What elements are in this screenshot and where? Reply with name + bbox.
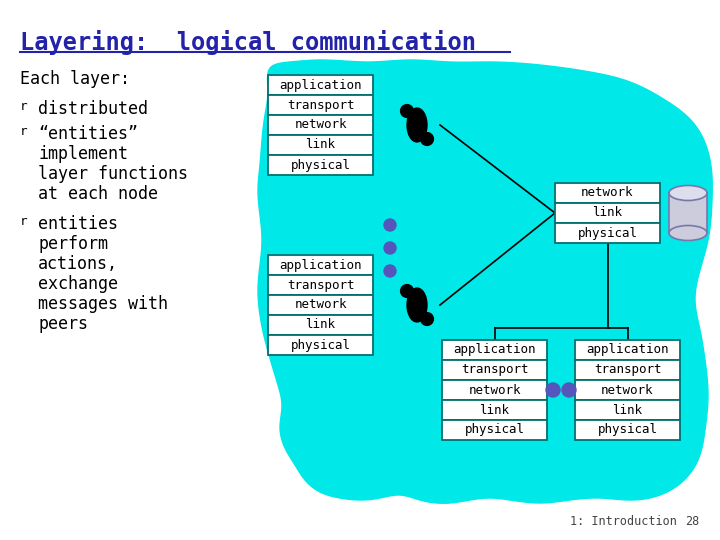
FancyBboxPatch shape (669, 193, 707, 233)
Text: application: application (454, 343, 536, 356)
Text: at each node: at each node (38, 185, 158, 203)
Ellipse shape (669, 226, 707, 240)
Polygon shape (407, 288, 427, 322)
Text: network: network (468, 383, 521, 396)
Circle shape (546, 383, 560, 397)
Circle shape (420, 313, 433, 326)
Text: application: application (586, 343, 669, 356)
Circle shape (420, 133, 433, 145)
FancyBboxPatch shape (442, 360, 547, 380)
Text: network: network (294, 299, 347, 312)
Text: link: link (613, 403, 642, 416)
FancyBboxPatch shape (268, 75, 373, 95)
Text: Layering:  logical communication: Layering: logical communication (20, 30, 476, 55)
Text: link: link (480, 403, 510, 416)
Circle shape (562, 383, 576, 397)
Text: “entities”: “entities” (38, 125, 138, 143)
Text: link: link (593, 206, 623, 219)
FancyBboxPatch shape (555, 183, 660, 203)
Text: messages with: messages with (38, 295, 168, 313)
Polygon shape (407, 108, 427, 142)
Text: transport: transport (594, 363, 661, 376)
Text: Each layer:: Each layer: (20, 70, 130, 88)
Circle shape (384, 265, 396, 277)
Text: physical: physical (577, 226, 637, 240)
Text: physical: physical (290, 339, 351, 352)
Circle shape (384, 242, 396, 254)
Text: entities: entities (38, 215, 118, 233)
FancyBboxPatch shape (575, 400, 680, 420)
Text: r: r (20, 125, 27, 138)
FancyBboxPatch shape (442, 400, 547, 420)
FancyBboxPatch shape (555, 223, 660, 243)
Text: link: link (305, 319, 336, 332)
Text: link: link (305, 138, 336, 152)
Text: layer functions: layer functions (38, 165, 188, 183)
FancyBboxPatch shape (268, 135, 373, 155)
FancyBboxPatch shape (555, 203, 660, 223)
Text: transport: transport (287, 279, 354, 292)
Text: transport: transport (461, 363, 528, 376)
FancyBboxPatch shape (575, 380, 680, 400)
FancyBboxPatch shape (268, 335, 373, 355)
Circle shape (384, 219, 396, 231)
FancyBboxPatch shape (575, 420, 680, 440)
Text: network: network (581, 186, 634, 199)
FancyBboxPatch shape (268, 275, 373, 295)
FancyBboxPatch shape (442, 380, 547, 400)
Text: physical: physical (290, 159, 351, 172)
Text: r: r (20, 100, 27, 113)
Text: network: network (601, 383, 654, 396)
Text: physical: physical (598, 423, 657, 436)
Text: peers: peers (38, 315, 88, 333)
FancyBboxPatch shape (442, 420, 547, 440)
Text: application: application (279, 78, 361, 91)
FancyBboxPatch shape (268, 295, 373, 315)
FancyBboxPatch shape (575, 340, 680, 360)
FancyBboxPatch shape (268, 255, 373, 275)
Text: implement: implement (38, 145, 128, 163)
Text: 28: 28 (685, 515, 699, 528)
Text: application: application (279, 259, 361, 272)
Text: transport: transport (287, 98, 354, 111)
Text: 1: Introduction: 1: Introduction (570, 515, 677, 528)
Text: actions,: actions, (38, 255, 118, 273)
Text: r: r (20, 215, 27, 228)
Text: physical: physical (464, 423, 524, 436)
FancyBboxPatch shape (268, 315, 373, 335)
FancyBboxPatch shape (268, 155, 373, 175)
FancyBboxPatch shape (575, 360, 680, 380)
Ellipse shape (669, 186, 707, 200)
Circle shape (400, 105, 413, 117)
Circle shape (400, 285, 413, 298)
Text: distributed: distributed (38, 100, 148, 118)
FancyBboxPatch shape (442, 340, 547, 360)
Text: perform: perform (38, 235, 108, 253)
Polygon shape (258, 60, 712, 503)
Text: network: network (294, 118, 347, 132)
FancyBboxPatch shape (268, 95, 373, 115)
FancyBboxPatch shape (268, 115, 373, 135)
Text: exchange: exchange (38, 275, 118, 293)
